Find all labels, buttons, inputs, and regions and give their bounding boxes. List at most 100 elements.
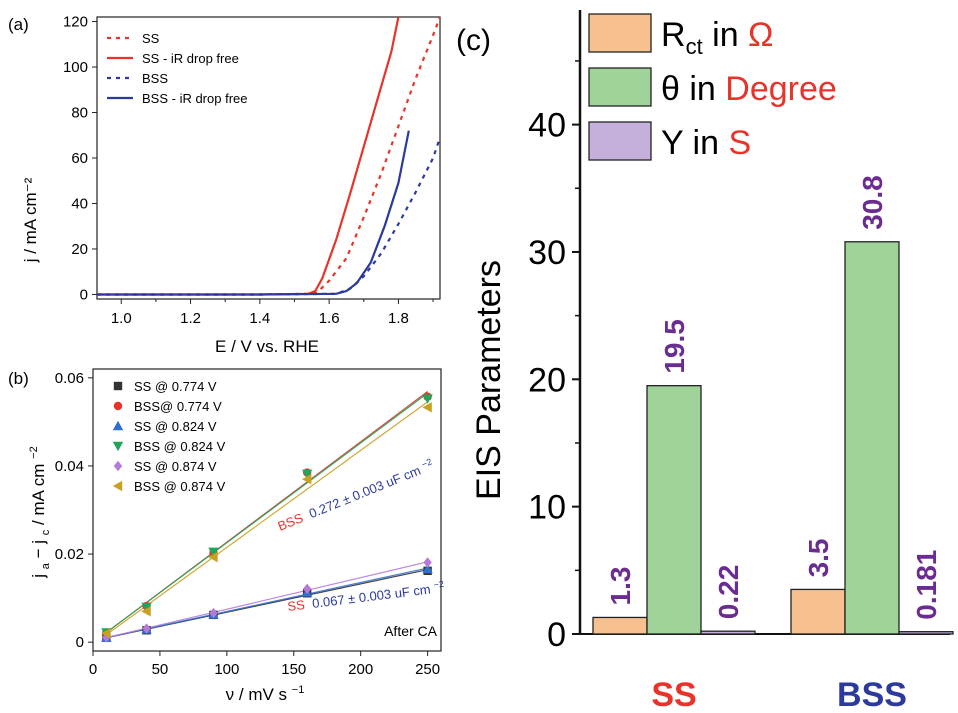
panel-c-legend-symbol: Y [661, 124, 683, 162]
panel-c-legend-symbol: θ [661, 70, 680, 108]
panel-a-x-tick-label: 1.6 [319, 310, 340, 327]
panel-a-legend: SS SS - iR drop free BSS BSS - iR drop free [107, 31, 248, 106]
panel-b-x-tick-label: 0 [89, 661, 97, 678]
panel-b-point [208, 551, 218, 563]
panel-c-value-label: 19.5 [659, 319, 690, 374]
after-ca-note: After CA [384, 623, 438, 639]
panel-a-line-chart: (a) 1.0 1.2 1.4 1.6 1.8 0 20 40 60 80 100 120 SS SS … [8, 14, 441, 356]
panel-a-axes: 1.0 1.2 1.4 1.6 1.8 0 20 40 60 80 100 120 [63, 14, 441, 327]
panel-a-x-tick-label: 1.0 [111, 310, 132, 327]
panel-a-x-tick-label: 1.2 [180, 310, 201, 327]
panel-a-series [97, 17, 440, 296]
panel-b-legend-label: SS @ 0.874 V [134, 459, 217, 474]
panel-b-legend-label: BSS @ 0.824 V [134, 439, 226, 454]
bss-fit-unit-exponent: −2 [420, 457, 433, 470]
panel-b-x-tick-label: 50 [152, 661, 169, 678]
panel-b-plot-frame [92, 368, 442, 652]
panel-b-point [209, 607, 218, 619]
panel-b-legend-label: SS @ 0.824 V [134, 419, 217, 434]
panel-a-legend-label: BSS [142, 71, 168, 86]
ss-fit-name: SS [287, 597, 306, 614]
panel-c-bar-y-ss [700, 630, 756, 635]
panel-a-y-tick-label: 20 [71, 241, 88, 258]
panel-c-legend-swatch [588, 121, 652, 161]
panel-b-y-axis-label: j a − j c / mA cm −2 [28, 446, 53, 578]
panel-b-x-tick-label: 200 [348, 661, 373, 678]
panel-c-value-label: 0.181 [911, 550, 942, 620]
ylabel-exponent: −2 [28, 446, 40, 459]
panel-c-value-label: 3.5 [803, 538, 834, 577]
panel-a-legend-label: SS - iR drop free [142, 51, 239, 66]
panel-c-y-tick-label: 40 [528, 107, 566, 145]
ylabel-minus-j: − j [29, 540, 48, 558]
panel-b-label: (b) [8, 369, 29, 388]
panel-b-legend-label: SS @ 0.774 V [134, 379, 217, 394]
panel-a-x-tick-label: 1.4 [249, 310, 270, 327]
panel-c-legend-symbol: R [661, 16, 686, 54]
panel-c-bars [592, 241, 954, 635]
panel-c-legend-label: θ in Degree [661, 70, 837, 108]
panel-c-bar-theta-ss [646, 385, 702, 635]
ss-fit-unit-exponent: −2 [433, 579, 444, 590]
panel-b-points [101, 392, 433, 643]
panel-c-y-tick-label: 0 [547, 616, 566, 654]
panel-c-y-tick-label: 10 [528, 489, 566, 527]
panel-a-y-tick-label: 80 [71, 105, 88, 122]
panel-b-legend-label: BSS @ 0.874 V [134, 479, 226, 494]
panel-b-point [101, 628, 111, 639]
panel-c-y-axis-label: EIS Parameters [470, 260, 508, 500]
panel-c-legend-in: in [683, 124, 728, 162]
panel-b-fit-line-5 [106, 401, 428, 636]
panel-b-y-tick-label: 0 [76, 634, 84, 651]
panel-a-y-tick-label: 40 [71, 195, 88, 212]
panel-c-legend-subscript: ct [686, 34, 703, 59]
panel-c-bar-rct-bss [790, 588, 846, 635]
panel-c-legend-swatch [588, 67, 652, 107]
panel-b-y-tick-label: 0.02 [55, 546, 84, 563]
panel-b-x-tick-label: 150 [281, 661, 306, 678]
panel-b-legend-label: BSS@ 0.774 V [134, 399, 222, 414]
panel-b-legend: SS @ 0.774 V BSS@ 0.774 V SS @ 0.824 V BSS … [112, 379, 226, 494]
ss-fit-value: 0.067 ± 0.003 uF cm [311, 582, 431, 611]
panel-a-legend-label: SS [142, 31, 160, 46]
ylabel-unit: / mA cm [29, 464, 48, 525]
panel-a-series-line-3 [97, 130, 410, 296]
panel-c-category-label: SS [651, 676, 696, 713]
panel-c-legend-in: in [680, 70, 725, 108]
ylabel-j: j [29, 574, 48, 579]
panel-b-legend-marker [113, 381, 123, 391]
panel-c-label: (c) [456, 24, 491, 57]
panel-b-legend-marker [112, 480, 123, 492]
panel-c-legend-unit: Ω [748, 16, 773, 54]
panel-c-category-labels: SS BSS [651, 676, 907, 713]
panel-a-x-axis-label: E / V vs. RHE [215, 337, 319, 356]
panel-c-bar-y-bss [898, 631, 954, 635]
panel-a-y-tick-label: 120 [63, 14, 88, 31]
panel-b-point [302, 583, 312, 595]
panel-c-axes: 0 10 20 30 40 [528, 10, 950, 654]
panel-a-y-tick-label: 0 [80, 286, 88, 303]
panel-b-fit-line-3 [106, 392, 428, 633]
panel-a-x-tick-label: 1.8 [388, 310, 409, 327]
panel-b-point [423, 557, 432, 568]
panel-b-x-axis-label-exponent: −1 [292, 684, 305, 696]
panel-b-point [422, 394, 433, 404]
panel-c-value-labels: 1.3 19.5 0.22 3.5 30.8 0.181 [605, 175, 942, 619]
panel-b-x-tick-label: 250 [415, 661, 440, 678]
panel-c-legend-swatch [588, 13, 652, 53]
panel-b-point [208, 547, 219, 558]
panel-c-legend-unit: Degree [725, 70, 837, 108]
panel-b-point [422, 563, 433, 574]
panel-b-scatter-chart: (b) 0 50 100 150 200 250 0 0.02 0.04 0.06 SS @ 0.… [8, 368, 444, 704]
panel-b-axes: 0 50 100 150 200 250 0 0.02 0.04 0.06 [55, 368, 442, 678]
panel-a-label: (a) [8, 15, 29, 34]
panel-c-bar-rct-ss [592, 616, 648, 635]
panel-b-fit-line-4 [106, 561, 428, 639]
panel-b-point [141, 602, 152, 613]
panel-b-fit-lines [106, 391, 428, 639]
panel-b-point [422, 402, 432, 413]
bss-fit-value: 0.272 ± 0.003 uF cm [307, 463, 423, 522]
ylabel-sub-a: a [40, 562, 52, 569]
